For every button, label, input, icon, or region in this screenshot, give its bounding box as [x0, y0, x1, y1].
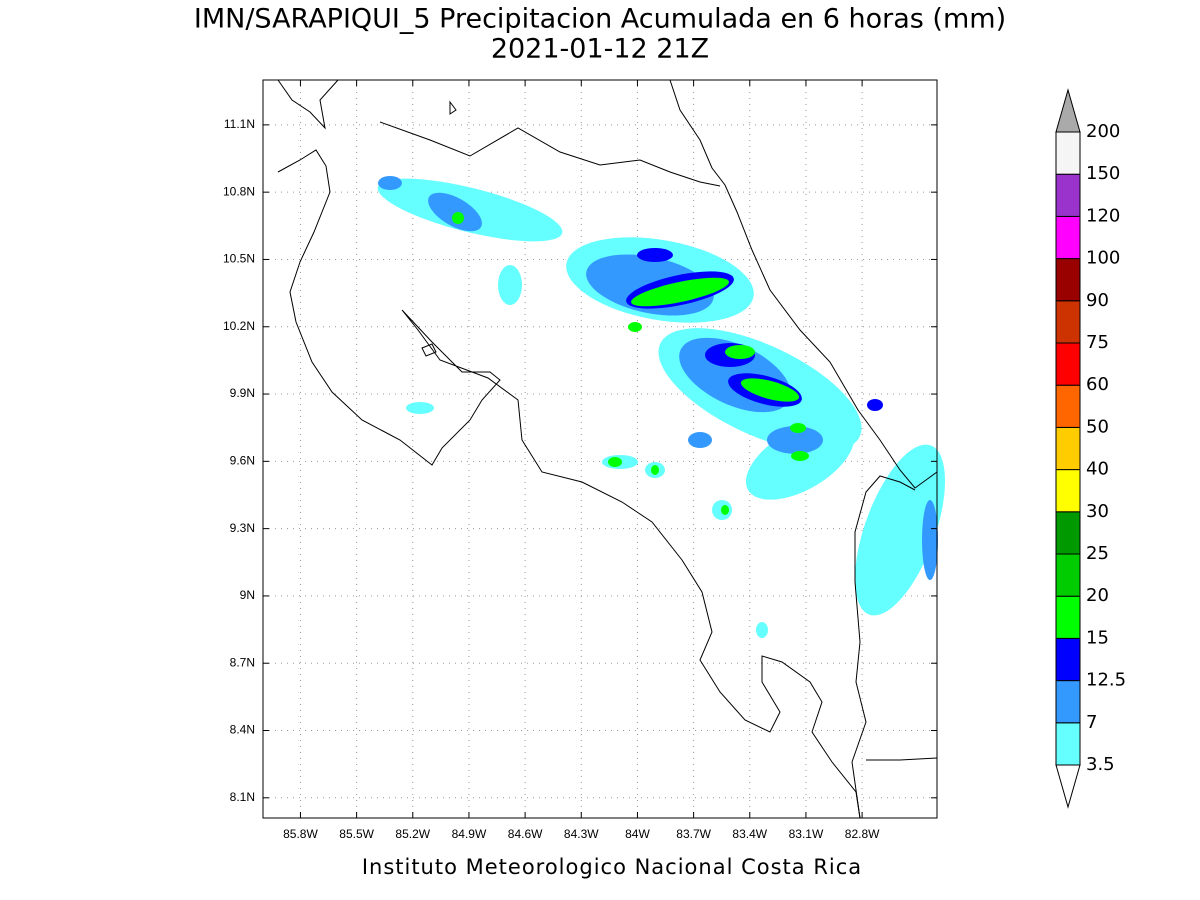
colorbar-label: 25 [1086, 543, 1109, 564]
colorbar-box [1055, 173, 1081, 217]
x-tick-label: 83.1W [789, 827, 824, 841]
colorbar-box [1055, 680, 1081, 724]
y-tick-label: 8.4N [230, 723, 255, 737]
x-tick-label: 85.5W [339, 827, 374, 841]
colorbar-label: 15 [1086, 627, 1109, 648]
coastline [277, 79, 938, 819]
plot-frame [262, 79, 938, 819]
colorbar-box [1055, 553, 1081, 597]
colorbar-box [1055, 384, 1081, 428]
colorbar-box [1055, 469, 1081, 513]
colorbar-label: 7 [1086, 712, 1097, 733]
colorbar-box [1055, 258, 1081, 302]
colorbar: 3.5 7 12.5 15 20 25 30 40 50 60 75 90 100 120 150 200 [1055, 88, 1126, 809]
x-tick-label: 85.2W [395, 827, 430, 841]
colorbar-box [1055, 131, 1081, 175]
colorbar-label: 100 [1086, 248, 1120, 269]
colorbar-label: 60 [1086, 374, 1109, 395]
colorbar-box [1055, 342, 1081, 386]
footer: Instituto Meteorologico Nacional Costa R… [362, 855, 862, 879]
y-tick-label: 10.8N [223, 184, 255, 198]
y-tick-label: 9.3N [230, 521, 255, 535]
colorbar-label: 200 [1086, 121, 1120, 142]
colorbar-label: 12.5 [1086, 670, 1126, 691]
x-tick-label: 83.7W [676, 827, 711, 841]
colorbar-label: 30 [1086, 501, 1109, 522]
colorbar-label: 3.5 [1086, 754, 1115, 775]
grid [263, 80, 937, 818]
colorbar-label: 90 [1086, 290, 1109, 311]
y-tick-label: 8.1N [230, 790, 255, 804]
x-tick-label: 84.3W [564, 827, 599, 841]
y-tick-label: 9.6N [230, 454, 255, 468]
precipitation [377, 176, 946, 638]
x-tick-label: 85.8W [283, 827, 318, 841]
y-tick-label: 11.1N [224, 117, 255, 131]
title: IMN/SARAPIQUI_5 Precipitacion Acumulada … [194, 4, 1006, 35]
y-tick-label: 9N [240, 588, 255, 602]
colorbar-label: 150 [1086, 163, 1120, 184]
colorbar-label: 75 [1086, 332, 1109, 353]
colorbar-box [1055, 722, 1081, 766]
colorbar-box [1055, 511, 1081, 555]
colorbar-box [1055, 300, 1081, 344]
colorbar-box [1055, 637, 1081, 682]
colorbar-below [1055, 764, 1081, 809]
colorbar-label: 50 [1086, 416, 1109, 437]
x-tick-label: 82.8W [845, 827, 880, 841]
colorbar-box [1055, 215, 1081, 260]
y-tick-label: 9.9N [230, 386, 255, 400]
x-tick-label: 84W [625, 827, 650, 841]
y-tick-label: 10.2N [223, 319, 255, 333]
colorbar-box [1055, 595, 1081, 639]
subtitle: 2021-01-12 21Z [491, 34, 709, 65]
colorbar-box [1055, 426, 1081, 471]
colorbar-label: 40 [1086, 459, 1109, 480]
colorbar-above [1055, 88, 1081, 133]
x-tick-label: 83.4W [732, 827, 767, 841]
x-tick-label: 84.9W [452, 827, 487, 841]
y-tick-label: 10.5N [223, 252, 255, 266]
colorbar-label: 120 [1086, 205, 1120, 226]
colorbar-label: 20 [1086, 585, 1109, 606]
x-tick-label: 84.6W [508, 827, 543, 841]
y-tick-label: 8.7N [230, 655, 255, 669]
